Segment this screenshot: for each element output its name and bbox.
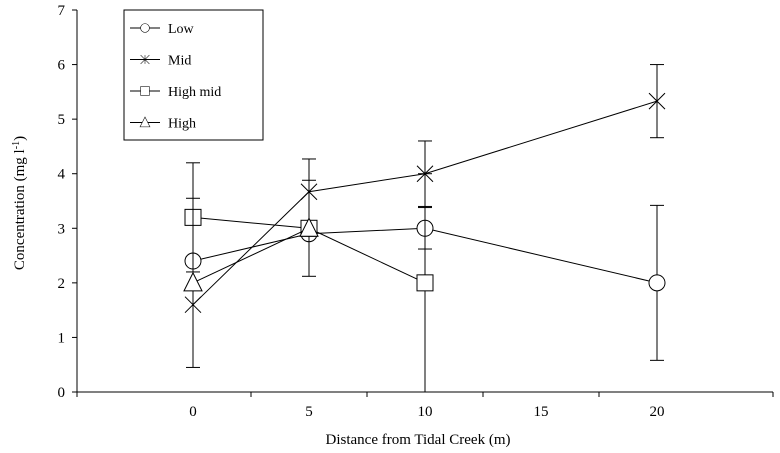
x-tick-label: 5 xyxy=(305,404,313,420)
axes: 0 1 2 3 4 5 6 7 0 5 10 15 20 xyxy=(58,3,774,420)
legend-item: High xyxy=(130,116,196,132)
legend-item: High mid xyxy=(130,85,221,100)
legend-marker-shape xyxy=(140,86,150,96)
y-axis-title: Concentration (mg l-1) xyxy=(11,136,29,270)
y-tick-label: 3 xyxy=(58,221,66,237)
legend-marker xyxy=(140,23,150,33)
x-tick-label: 15 xyxy=(534,404,549,420)
x-tick-label: 10 xyxy=(418,404,433,420)
legend-item: Mid xyxy=(130,54,191,69)
y-tick-label: 2 xyxy=(58,276,66,292)
plot-area xyxy=(183,64,666,393)
legend-label: Low xyxy=(168,22,195,37)
legend-marker-shape xyxy=(139,116,151,128)
data-point xyxy=(648,92,666,110)
x-axis-title: Distance from Tidal Creek (m) xyxy=(326,432,511,448)
legend-label: High xyxy=(168,117,196,132)
legend: Low Mid High mid High xyxy=(123,9,264,141)
legend-marker xyxy=(139,116,151,128)
x-tick-label: 20 xyxy=(650,404,665,420)
series-line xyxy=(192,100,658,306)
y-tick-label: 7 xyxy=(58,3,66,19)
data-point xyxy=(183,271,203,292)
x-tick-label: 0 xyxy=(189,404,197,420)
series-high xyxy=(183,179,319,368)
data-point xyxy=(299,217,319,237)
legend-label: High mid xyxy=(168,85,221,100)
y-tick-label: 0 xyxy=(58,385,66,401)
data-point xyxy=(648,274,666,292)
series-line xyxy=(192,227,310,284)
legend-label: Mid xyxy=(168,54,191,69)
legend-marker-shape xyxy=(140,23,150,33)
y-tick-label: 4 xyxy=(58,167,66,183)
legend-marker-shape xyxy=(140,54,150,65)
legend-marker xyxy=(140,54,150,65)
data-point xyxy=(416,274,434,292)
y-tick-label: 6 xyxy=(58,58,66,74)
legend-marker xyxy=(140,86,150,96)
y-tick-label: 1 xyxy=(58,330,66,346)
series-line xyxy=(192,227,658,284)
y-tick-label: 5 xyxy=(58,112,66,128)
legend-item: Low xyxy=(130,22,195,37)
